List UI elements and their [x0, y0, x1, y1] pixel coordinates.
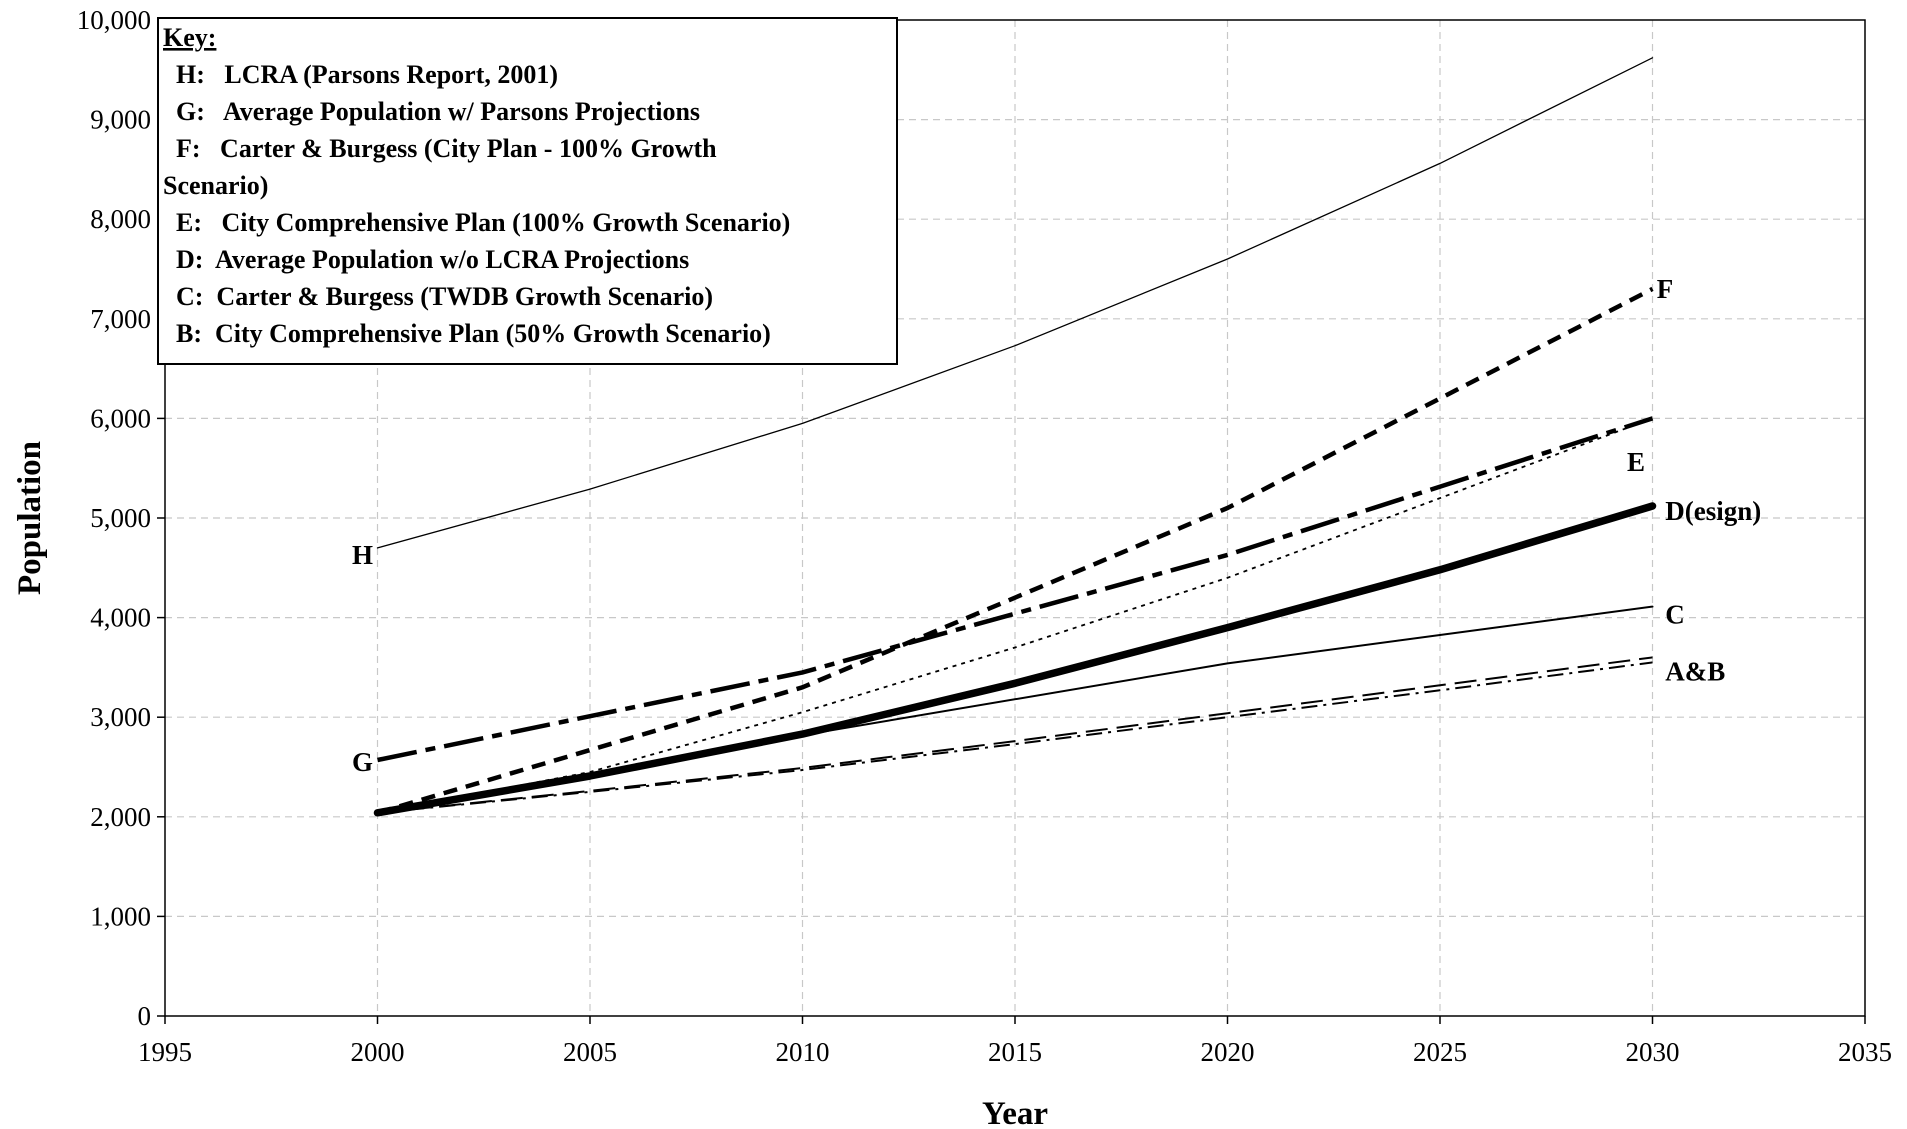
x-tick-label: 2005 — [563, 1037, 617, 1067]
legend-line-d: D: Average Population w/o LCRA Projectio… — [163, 245, 689, 274]
legend-line-b: B: City Comprehensive Plan (50% Growth S… — [163, 319, 771, 348]
x-tick-label: 2030 — [1626, 1037, 1680, 1067]
series-line-d — [373, 502, 1657, 817]
y-tick-label: 7,000 — [90, 304, 151, 334]
y-tick-label: 1,000 — [90, 901, 151, 931]
series-line-c — [376, 605, 1654, 814]
legend-frame — [157, 17, 898, 365]
x-tick-label: 1995 — [138, 1037, 192, 1067]
x-tick-label: 2015 — [988, 1037, 1042, 1067]
series-line-e — [377, 417, 1653, 814]
y-tick-label: 9,000 — [90, 105, 151, 135]
series-line-h — [376, 57, 1654, 549]
series-label: H — [352, 540, 373, 570]
legend-line-g: G: Average Population w/ Parsons Project… — [163, 97, 700, 126]
series-label: F — [1657, 274, 1674, 304]
x-tick-label: 2025 — [1413, 1037, 1467, 1067]
legend-line-c: C: Carter & Burgess (TWDB Growth Scenari… — [163, 282, 713, 311]
y-tick-label: 10,000 — [77, 5, 151, 35]
series-line-a — [377, 656, 1653, 814]
axis-ticks: 0 1,000 2,000 3,000 4,000 5,000 6,000 7,000 8,00… — [77, 5, 1892, 1067]
legend-title: Key: — [163, 23, 216, 52]
y-tick-label: 2,000 — [90, 802, 151, 832]
series-line-g — [377, 416, 1654, 763]
y-axis-title: Population — [12, 441, 48, 595]
y-tick-label: 5,000 — [90, 503, 151, 533]
x-tick-label: 2020 — [1201, 1037, 1255, 1067]
series-line-b — [377, 661, 1653, 814]
series-label: D(esign) — [1665, 496, 1761, 526]
series-lines — [373, 57, 1657, 817]
y-tick-label: 8,000 — [90, 204, 151, 234]
legend: Key: H: LCRA (Parsons Report, 2001) G: A… — [157, 17, 898, 365]
legend-line-f-cont: Scenario) — [163, 171, 268, 200]
series-label: G — [352, 747, 373, 777]
y-tick-label: 3,000 — [90, 702, 151, 732]
series-label: E — [1627, 447, 1645, 477]
legend-line-e: E: City Comprehensive Plan (100% Growth … — [163, 208, 790, 237]
y-tick-label: 0 — [138, 1001, 152, 1031]
x-tick-label: 2000 — [351, 1037, 405, 1067]
series-label: A&B — [1665, 656, 1725, 686]
x-tick-label: 2035 — [1838, 1037, 1892, 1067]
series-annotations: H G F E D(esign) C A&B — [352, 274, 1761, 777]
y-tick-label: 6,000 — [90, 403, 151, 433]
grid — [165, 20, 1865, 1016]
legend-line-f: F: Carter & Burgess (City Plan - 100% Gr… — [163, 134, 717, 163]
series-line-f — [376, 286, 1654, 815]
y-tick-label: 4,000 — [90, 603, 151, 633]
series-label: C — [1665, 600, 1685, 630]
x-axis-title: Year — [982, 1096, 1048, 1129]
legend-line-h: H: LCRA (Parsons Report, 2001) — [163, 60, 558, 89]
x-tick-label: 2010 — [776, 1037, 830, 1067]
